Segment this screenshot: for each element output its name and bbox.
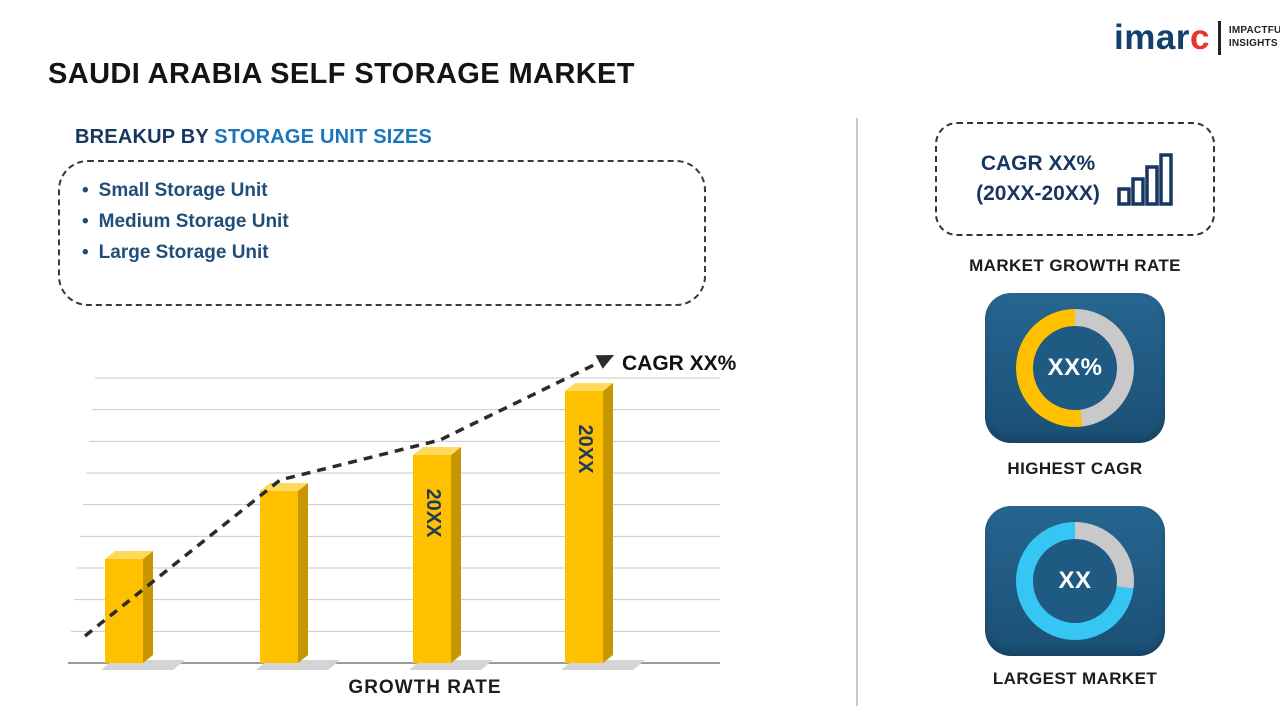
chart-bars: 20XX 20XX (101, 383, 645, 670)
bar-side (298, 483, 308, 663)
highest-cagr-value: XX% (1047, 354, 1103, 381)
bar-side (603, 383, 613, 663)
list-item-label: Small Storage Unit (98, 180, 268, 201)
highest-cagr-caption: HIGHEST CAGR (1007, 459, 1143, 478)
bar-top (565, 383, 613, 391)
list-item-label: Medium Storage Unit (98, 211, 289, 232)
bar-top (105, 551, 153, 559)
logo-divider (1217, 20, 1221, 55)
brand-tagline: IMPACTFUL INSIGHTS (1229, 25, 1280, 50)
growth-card-text: CAGR XX% (20XX-20XX) (976, 149, 1100, 210)
bar (260, 491, 298, 663)
largest-market-donut: XX (1016, 522, 1134, 640)
largest-market-value: XX (1058, 567, 1092, 594)
list-item: • Small Storage Unit (82, 175, 704, 206)
bar-chart-icon (1117, 153, 1173, 206)
trend-arrow-line (83, 360, 601, 638)
highest-cagr-donut: XX% (1016, 309, 1134, 427)
tagline-line2: INSIGHTS (1228, 37, 1278, 49)
storage-unit-list-box: • Small Storage Unit • Medium Storage Un… (58, 160, 706, 306)
cagr-trend-label: CAGR XX% (622, 352, 737, 375)
trend-arrowhead-icon (595, 355, 614, 369)
growth-chart-area: 20XX 20XX CAGR XX% GROWTH RATE (40, 338, 800, 705)
bar-side (143, 551, 153, 663)
highest-cagr-tile: XX% (985, 293, 1165, 443)
chart-xlabel: GROWTH RATE (348, 677, 501, 698)
page-title: SAUDI ARABIA SELF STORAGE MARKET (48, 58, 635, 90)
bar-top (413, 447, 461, 455)
section-heading: BREAKUP BY STORAGE UNIT SIZES (75, 126, 432, 149)
market-growth-card: CAGR XX% (20XX-20XX) (935, 122, 1215, 236)
imarc-logo: imarc IMPACTFUL INSIGHTS (1114, 20, 1280, 55)
growth-card-line1: CAGR XX% (980, 151, 1096, 175)
growth-bar-chart: 20XX 20XX CAGR XX% GROWTH RATE (68, 352, 737, 698)
bar-side (451, 447, 461, 663)
heading-prefix: BREAKUP BY (75, 126, 215, 148)
bar (105, 559, 143, 663)
list-item-label: Large Storage Unit (98, 242, 269, 263)
list-item: • Large Storage Unit (82, 237, 704, 268)
bullet-icon: • (82, 211, 89, 232)
list-item: • Medium Storage Unit (82, 206, 704, 237)
bar (565, 391, 603, 663)
brand-wordmark: imarc (1114, 20, 1210, 55)
brand-main: imar (1114, 18, 1190, 57)
tagline-line1: IMPACTFUL (1228, 25, 1280, 36)
chart-gridlines (68, 377, 720, 664)
highest-cagr-donut-hole: XX% (1033, 326, 1117, 410)
growth-card-line2: (20XX-20XX) (976, 182, 1100, 205)
bar-label: 20XX (574, 425, 596, 475)
heading-highlight: STORAGE UNIT SIZES (214, 126, 432, 148)
largest-market-donut-hole: XX (1033, 539, 1117, 623)
largest-market-tile: XX (985, 506, 1165, 656)
vertical-divider (856, 118, 858, 706)
bullet-icon: • (82, 242, 89, 263)
brand-accent-letter: c (1189, 18, 1210, 57)
largest-market-caption: LARGEST MARKET (992, 669, 1158, 688)
bullet-icon: • (82, 180, 89, 201)
market-growth-rate-caption: MARKET GROWTH RATE (969, 256, 1181, 275)
bar-label: 20XX (422, 489, 444, 539)
bar (413, 455, 451, 663)
